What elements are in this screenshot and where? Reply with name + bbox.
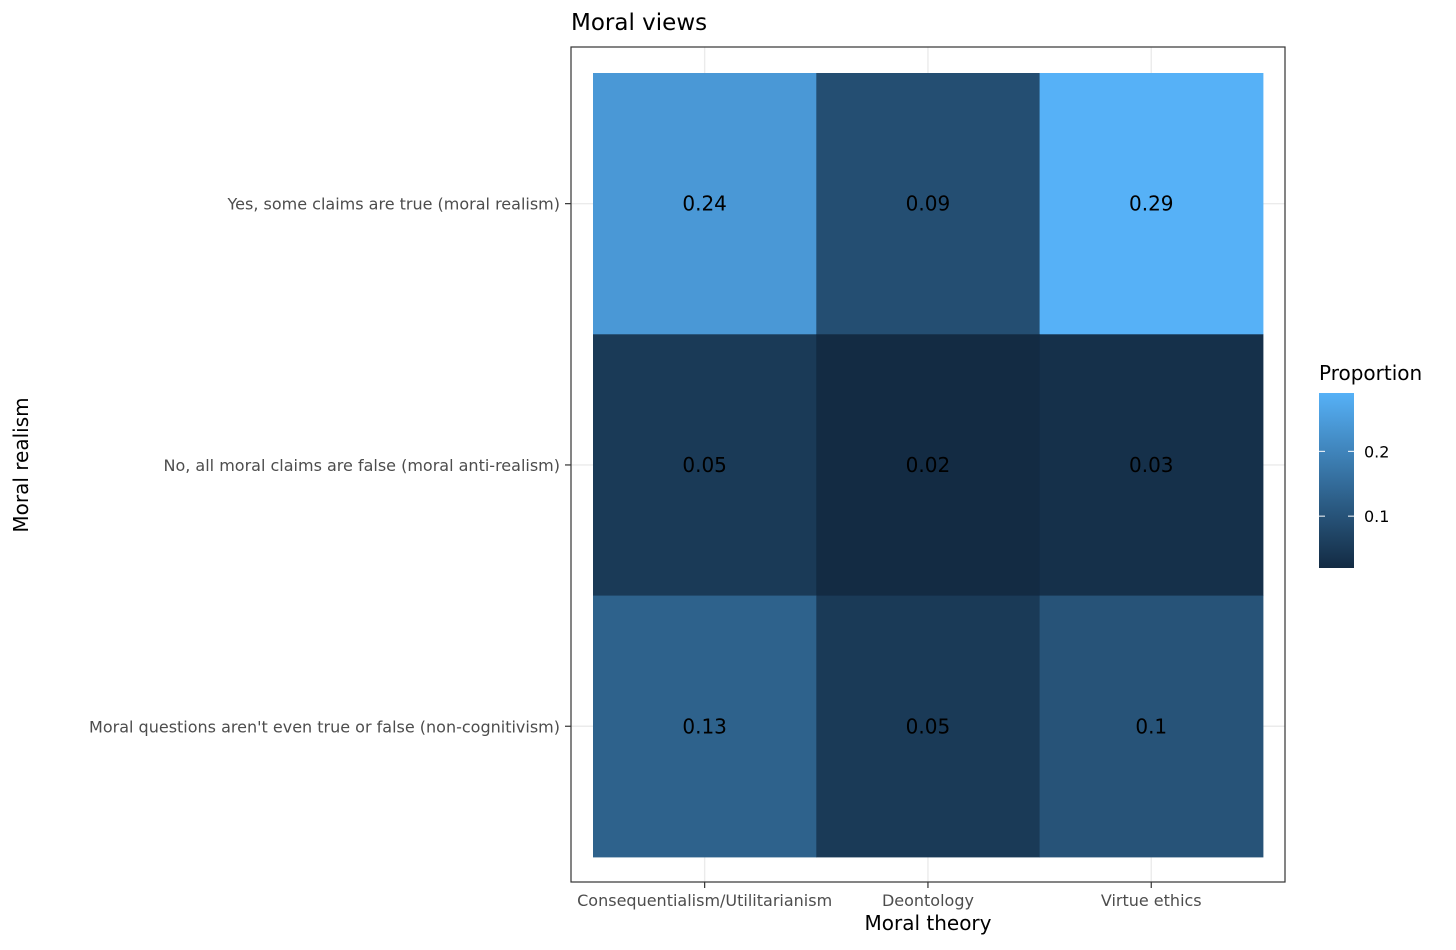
cell-value-label: 0.02 — [906, 453, 951, 477]
x-tick-label: Consequentialism/Utilitarianism — [577, 891, 832, 910]
heatmap-cell — [1039, 334, 1264, 597]
y-axis: Yes, some claims are true (moral realism… — [89, 195, 571, 736]
heatmap-cell — [593, 595, 817, 858]
legend-title: Proportion — [1319, 361, 1422, 385]
heatmap-cell-labels: 0.24 0.09 0.29 0.05 0.02 0.03 0.13 0.05 0.1 — [682, 192, 1173, 739]
color-legend: Proportion 0.1 0.2 — [1319, 361, 1422, 568]
heatmap-cells — [593, 73, 1264, 858]
x-axis: Consequentialism/Utilitarianism Deontolog… — [577, 882, 1202, 910]
cell-value-label: 0.1 — [1135, 714, 1167, 738]
cell-value-label: 0.29 — [1129, 192, 1174, 216]
heatmap-cell — [816, 595, 1041, 858]
heatmap-cell — [593, 334, 817, 597]
cell-value-label: 0.05 — [906, 714, 951, 738]
cell-value-label: 0.13 — [682, 714, 727, 738]
x-axis-title: Moral theory — [864, 911, 991, 935]
legend-tick-label: 0.2 — [1364, 442, 1389, 461]
y-tick-label: No, all moral claims are false (moral an… — [163, 456, 560, 475]
x-tick-label: Virtue ethics — [1101, 891, 1202, 910]
legend-tick-label: 0.1 — [1364, 507, 1389, 526]
y-axis-title: Moral realism — [9, 397, 33, 532]
heatmap-cell — [816, 73, 1041, 335]
heatmap-cell — [816, 334, 1041, 597]
cell-value-label: 0.24 — [682, 192, 727, 216]
chart-title: Moral views — [571, 10, 707, 36]
heatmap-cell — [1039, 73, 1264, 335]
cell-value-label: 0.05 — [682, 453, 727, 477]
x-tick-label: Deontology — [882, 891, 974, 910]
cell-value-label: 0.09 — [906, 192, 951, 216]
legend-ticks: 0.1 0.2 — [1319, 442, 1389, 526]
legend-colorbar — [1319, 393, 1354, 568]
y-tick-label: Yes, some claims are true (moral realism… — [227, 195, 560, 214]
cell-value-label: 0.03 — [1129, 453, 1174, 477]
y-tick-label: Moral questions aren't even true or fals… — [89, 717, 560, 736]
heatmap-cell — [593, 73, 817, 335]
plot-panel: 0.24 0.09 0.29 0.05 0.02 0.03 0.13 0.05 0.1 — [570, 46, 1286, 883]
heatmap-cell — [1039, 595, 1264, 858]
